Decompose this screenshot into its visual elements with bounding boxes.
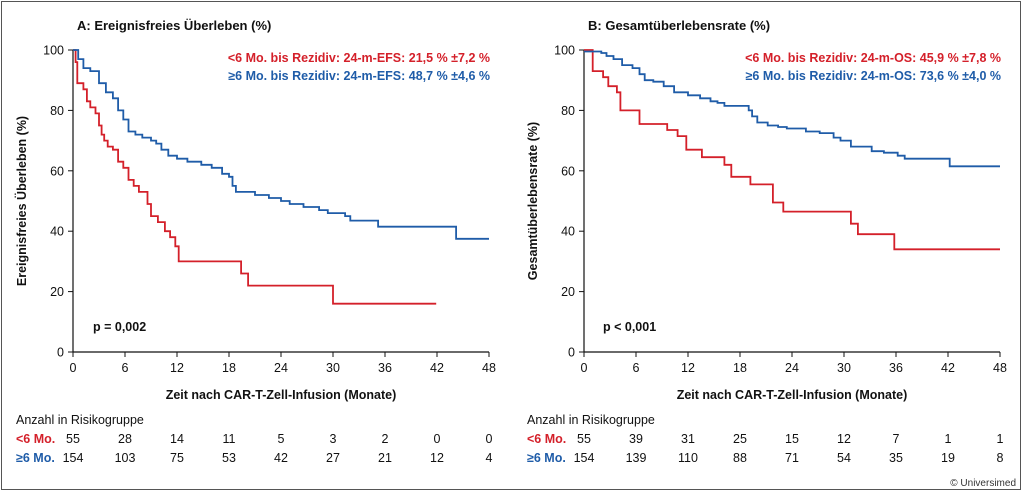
risk-table-title: Anzahl in Risikogruppe: [527, 413, 655, 427]
risk-cell: 8: [997, 451, 1004, 465]
legend-entry-ge6: ≥6 Mo. bis Rezidiv: 24-m-EFS: 48,7 % ±4,…: [228, 69, 490, 83]
x-tick-label: 6: [633, 361, 640, 375]
x-tick-label: 48: [993, 361, 1007, 375]
chart-panel-a: A: Ereignisfreies Überleben (%)020406080…: [14, 18, 496, 465]
risk-table-title: Anzahl in Risikogruppe: [16, 413, 144, 427]
risk-cell: 31: [681, 432, 695, 446]
series-line-lt6: [584, 49, 1000, 251]
risk-cell: 28: [118, 432, 132, 446]
risk-cell: 2: [382, 432, 389, 446]
x-tick-label: 36: [378, 361, 392, 375]
series-line-ge6: [73, 49, 489, 240]
x-tick-label: 42: [430, 361, 444, 375]
y-tick-label: 20: [50, 285, 64, 299]
risk-cell: 110: [678, 451, 698, 465]
y-tick-label: 0: [57, 346, 64, 360]
y-tick-label: 80: [50, 104, 64, 118]
risk-cell: 88: [733, 451, 747, 465]
x-tick-label: 24: [274, 361, 288, 375]
risk-cell: 3: [330, 432, 337, 446]
risk-cell: 103: [115, 451, 136, 465]
x-tick-label: 0: [70, 361, 77, 375]
y-tick-label: 100: [43, 44, 64, 58]
risk-table: Anzahl in Risikogruppe <6 Mo. 55 39 31 25 15 12…: [527, 413, 1004, 465]
x-tick-label: 6: [122, 361, 129, 375]
risk-row-label-ge6: ≥6 Mo.: [16, 451, 55, 465]
risk-cell: 15: [785, 432, 799, 446]
series-line-ge6: [584, 50, 1000, 168]
risk-cell: 7: [893, 432, 900, 446]
x-tick-label: 30: [837, 361, 851, 375]
risk-cell: 19: [941, 451, 955, 465]
risk-cell: 154: [63, 451, 84, 465]
risk-cell: 1: [945, 432, 952, 446]
x-tick-label: 24: [785, 361, 799, 375]
risk-cell: 12: [837, 432, 851, 446]
y-tick-label: 20: [561, 285, 575, 299]
risk-cell: 55: [66, 432, 80, 446]
x-tick-label: 36: [889, 361, 903, 375]
x-tick-label: 12: [681, 361, 695, 375]
x-tick-label: 18: [222, 361, 236, 375]
p-value-label: p = 0,002: [93, 320, 146, 334]
x-tick-label: 18: [733, 361, 747, 375]
risk-cell: 0: [486, 432, 493, 446]
risk-cell: 35: [889, 451, 903, 465]
risk-cell: 154: [574, 451, 595, 465]
risk-cell: 42: [274, 451, 288, 465]
risk-cell: 25: [733, 432, 747, 446]
risk-cell: 21: [378, 451, 392, 465]
risk-cell: 4: [486, 451, 493, 465]
risk-row-label-lt6: <6 Mo.: [527, 432, 566, 446]
y-tick-label: 80: [561, 104, 575, 118]
series-line-lt6: [73, 49, 437, 305]
x-axis-label: Zeit nach CAR-T-Zell-Infusion (Monate): [166, 388, 397, 402]
risk-cell: 53: [222, 451, 236, 465]
risk-cell: 5: [278, 432, 285, 446]
x-tick-label: 12: [170, 361, 184, 375]
y-tick-label: 100: [554, 44, 575, 58]
x-axis-label: Zeit nach CAR-T-Zell-Infusion (Monate): [677, 388, 908, 402]
risk-cell: 27: [326, 451, 340, 465]
x-tick-label: 30: [326, 361, 340, 375]
risk-cell: 12: [430, 451, 444, 465]
x-tick-label: 48: [482, 361, 496, 375]
risk-cell: 11: [223, 432, 236, 446]
risk-cell: 39: [629, 432, 643, 446]
y-tick-label: 60: [50, 164, 64, 178]
p-value-label: p < 0,001: [603, 320, 656, 334]
risk-cell: 75: [170, 451, 184, 465]
y-axis-label: Gesamtüberlebensrate (%): [526, 122, 540, 280]
y-tick-label: 60: [561, 164, 575, 178]
risk-cell: 14: [170, 432, 184, 446]
risk-cell: 55: [577, 432, 591, 446]
chart-panel-b: B: Gesamtüberlebensrate (%) 0 20 40 60 80 100 0…: [526, 18, 1007, 465]
x-tick-label: 42: [941, 361, 955, 375]
copyright-label: © Universimed: [950, 478, 1016, 489]
chart-title: A: Ereignisfreies Überleben (%): [77, 18, 271, 33]
risk-cell: 1: [997, 432, 1004, 446]
legend-entry-lt6: <6 Mo. bis Rezidiv: 24-m-OS: 45,9 % ±7,8…: [745, 51, 1001, 65]
y-tick-label: 0: [568, 346, 575, 360]
y-tick-label: 40: [561, 225, 575, 239]
risk-cell: 0: [434, 432, 441, 446]
legend-entry-ge6: ≥6 Mo. bis Rezidiv: 24-m-OS: 73,6 % ±4,0…: [746, 69, 1001, 83]
risk-table: Anzahl in Risikogruppe<6 Mo. 55 28 14 11 5 3 2 0…: [16, 413, 493, 465]
x-tick-label: 0: [581, 361, 588, 375]
legend-entry-lt6: <6 Mo. bis Rezidiv: 24-m-EFS: 21,5 % ±7,…: [228, 51, 490, 65]
risk-cell: 71: [785, 451, 799, 465]
y-axis-label: Ereignisfreies Überleben (%): [14, 116, 29, 286]
risk-row-label-ge6: ≥6 Mo.: [527, 451, 566, 465]
risk-cell: 54: [837, 451, 851, 465]
risk-row-label-lt6: <6 Mo.: [16, 432, 55, 446]
chart-title: B: Gesamtüberlebensrate (%): [588, 18, 770, 33]
risk-cell: 139: [626, 451, 647, 465]
y-tick-label: 40: [50, 225, 64, 239]
